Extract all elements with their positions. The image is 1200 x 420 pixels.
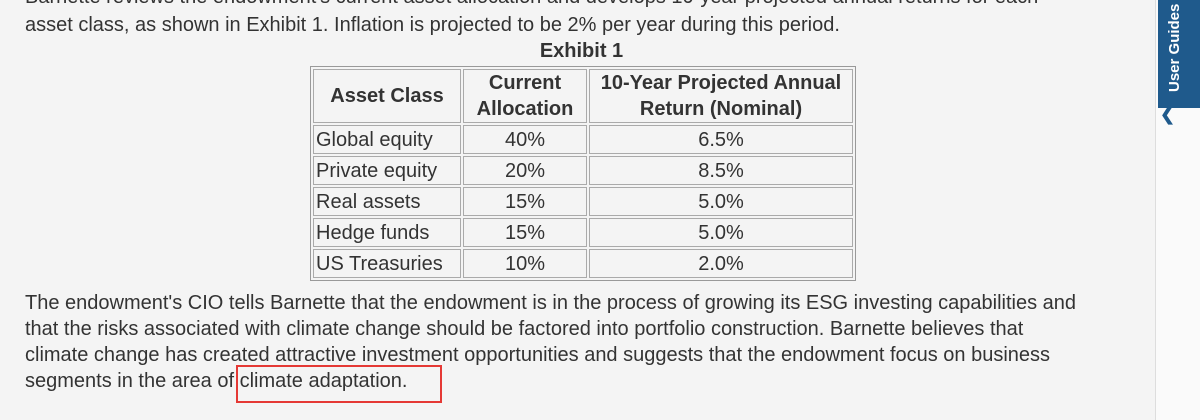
- table-row: Global equity 40% 6.5%: [313, 125, 853, 154]
- table-row: Private equity 20% 8.5%: [313, 156, 853, 185]
- exhibit-title: Exhibit 1: [539, 40, 624, 62]
- paragraph-line: climate change has created attractive in…: [25, 344, 1051, 366]
- table-cell: 2.0%: [589, 249, 853, 278]
- table-row: Hedge funds 15% 5.0%: [313, 218, 853, 247]
- table-cell: 15%: [463, 187, 587, 216]
- table-cell: Hedge funds: [313, 218, 461, 247]
- user-guides-tab[interactable]: User Guides: [1158, 0, 1200, 108]
- highlight-box: [236, 365, 442, 403]
- intro-line: Barnette reviews the endowment's current…: [25, 0, 1038, 9]
- table-cell: 6.5%: [589, 125, 853, 154]
- table-cell: 20%: [463, 156, 587, 185]
- table-cell: 10%: [463, 249, 587, 278]
- tab-label: User Guides: [1166, 3, 1183, 92]
- table-cell: Global equity: [313, 125, 461, 154]
- table-cell: 40%: [463, 125, 587, 154]
- collapse-chevron[interactable]: ❮: [1160, 104, 1176, 124]
- header-cell: Asset Class: [313, 69, 461, 123]
- table-cell: 5.0%: [589, 218, 853, 247]
- table-row: Real assets 15% 5.0%: [313, 187, 853, 216]
- table-cell: Private equity: [313, 156, 461, 185]
- table-cell: US Treasuries: [313, 249, 461, 278]
- text: segments in the area of: [25, 370, 240, 392]
- paragraph-line: segments in the area of climate adaptati…: [25, 370, 407, 393]
- table-cell: 5.0%: [589, 187, 853, 216]
- exhibit-table: Asset Class Current Allocation 10-Year P…: [310, 66, 856, 281]
- table-cell: Real assets: [313, 187, 461, 216]
- table-row: US Treasuries 10% 2.0%: [313, 249, 853, 278]
- table-cell: 15%: [463, 218, 587, 247]
- table-cell: 8.5%: [589, 156, 853, 185]
- paragraph-line: that the risks associated with climate c…: [25, 318, 1024, 340]
- intro-line: asset class, as shown in Exhibit 1. Infl…: [25, 14, 840, 36]
- paragraph-line: The endowment's CIO tells Barnette that …: [25, 292, 1077, 314]
- highlighted-text: climate adaptation.: [239, 370, 408, 392]
- header-cell: Current Allocation: [463, 69, 587, 123]
- header-cell: 10-Year Projected Annual Return (Nominal…: [589, 69, 853, 123]
